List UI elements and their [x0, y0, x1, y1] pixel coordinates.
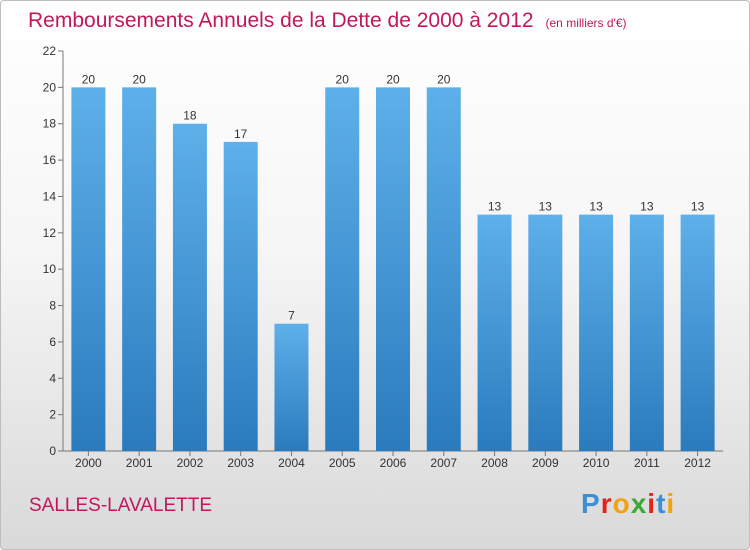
value-label: 20	[437, 72, 451, 86]
bar	[376, 87, 410, 451]
y-tick-label: 6	[49, 335, 56, 349]
value-label: 20	[386, 72, 400, 86]
chart-title-text: Remboursements Annuels de la Dette de 20…	[28, 9, 534, 32]
bars	[71, 87, 715, 452]
y-tick-label: 4	[49, 371, 56, 385]
bar	[71, 87, 106, 451]
y-tick-label: 8	[49, 299, 56, 313]
chart-subtitle: (en milliers d'€)	[545, 16, 627, 30]
proxiti-logo: Proxiti	[581, 488, 675, 520]
bar	[122, 87, 157, 451]
value-label: 18	[183, 109, 197, 123]
commune-name: SALLES-LAVALETTE	[29, 495, 213, 516]
x-tick-label: 2008	[481, 456, 508, 470]
x-tick-label: 2002	[177, 456, 204, 470]
value-label: 7	[288, 309, 295, 323]
x-tick-label: 2001	[126, 456, 153, 470]
bar	[274, 323, 309, 451]
value-label: 13	[640, 200, 654, 214]
y-tick-label: 14	[43, 189, 57, 203]
x-tick-label: 2010	[583, 456, 610, 470]
y-tick-label: 22	[43, 44, 57, 58]
bar	[223, 141, 258, 451]
bar	[579, 214, 614, 451]
y-tick-label: 10	[43, 262, 57, 276]
labels: 20 20 18 17 7 20 20 20 13 13 13 13 13	[82, 72, 705, 322]
bar	[172, 123, 207, 452]
bar	[629, 214, 664, 451]
bar	[325, 87, 360, 451]
y-tick-label: 20	[43, 80, 57, 94]
value-label: 20	[132, 72, 146, 86]
bar	[426, 87, 461, 451]
value-label: 13	[691, 200, 705, 214]
x-tick-label: 2006	[380, 456, 407, 470]
bar	[528, 214, 563, 451]
value-label: 13	[488, 200, 502, 214]
value-label: 13	[539, 200, 553, 214]
x-tick-label: 2004	[278, 456, 305, 470]
y-tick-label: 16	[43, 153, 57, 167]
value-label: 13	[589, 200, 603, 214]
y-tick-label: 0	[49, 444, 56, 458]
x-tick-label: 2011	[634, 456, 660, 470]
x-tick-label: 2005	[329, 456, 356, 470]
value-label: 20	[82, 72, 96, 86]
value-label: 17	[234, 127, 248, 141]
y-tick-label: 2	[49, 408, 56, 422]
value-label: 20	[336, 72, 350, 86]
logo-letter: x	[630, 488, 648, 519]
bar	[477, 214, 512, 451]
y-tick-label: 12	[43, 226, 57, 240]
x-tick-label: 2012	[684, 456, 711, 470]
logo-letter: i	[666, 488, 676, 519]
bar	[680, 214, 715, 451]
x-tick-label: 2009	[532, 456, 559, 470]
logo-letter: P	[581, 488, 601, 519]
logo-letter: o	[612, 488, 631, 519]
logo-letter: i	[647, 488, 657, 519]
chart-title: Remboursements Annuels de la Dette de 20…	[28, 9, 627, 33]
x-tick-label: 2003	[227, 456, 254, 470]
x-tick-label: 2000	[75, 456, 102, 470]
logo-letter: t	[656, 488, 667, 519]
logo-letter: r	[600, 488, 613, 519]
y-tick-label: 18	[43, 117, 57, 131]
x-tick-label: 2007	[430, 456, 457, 470]
